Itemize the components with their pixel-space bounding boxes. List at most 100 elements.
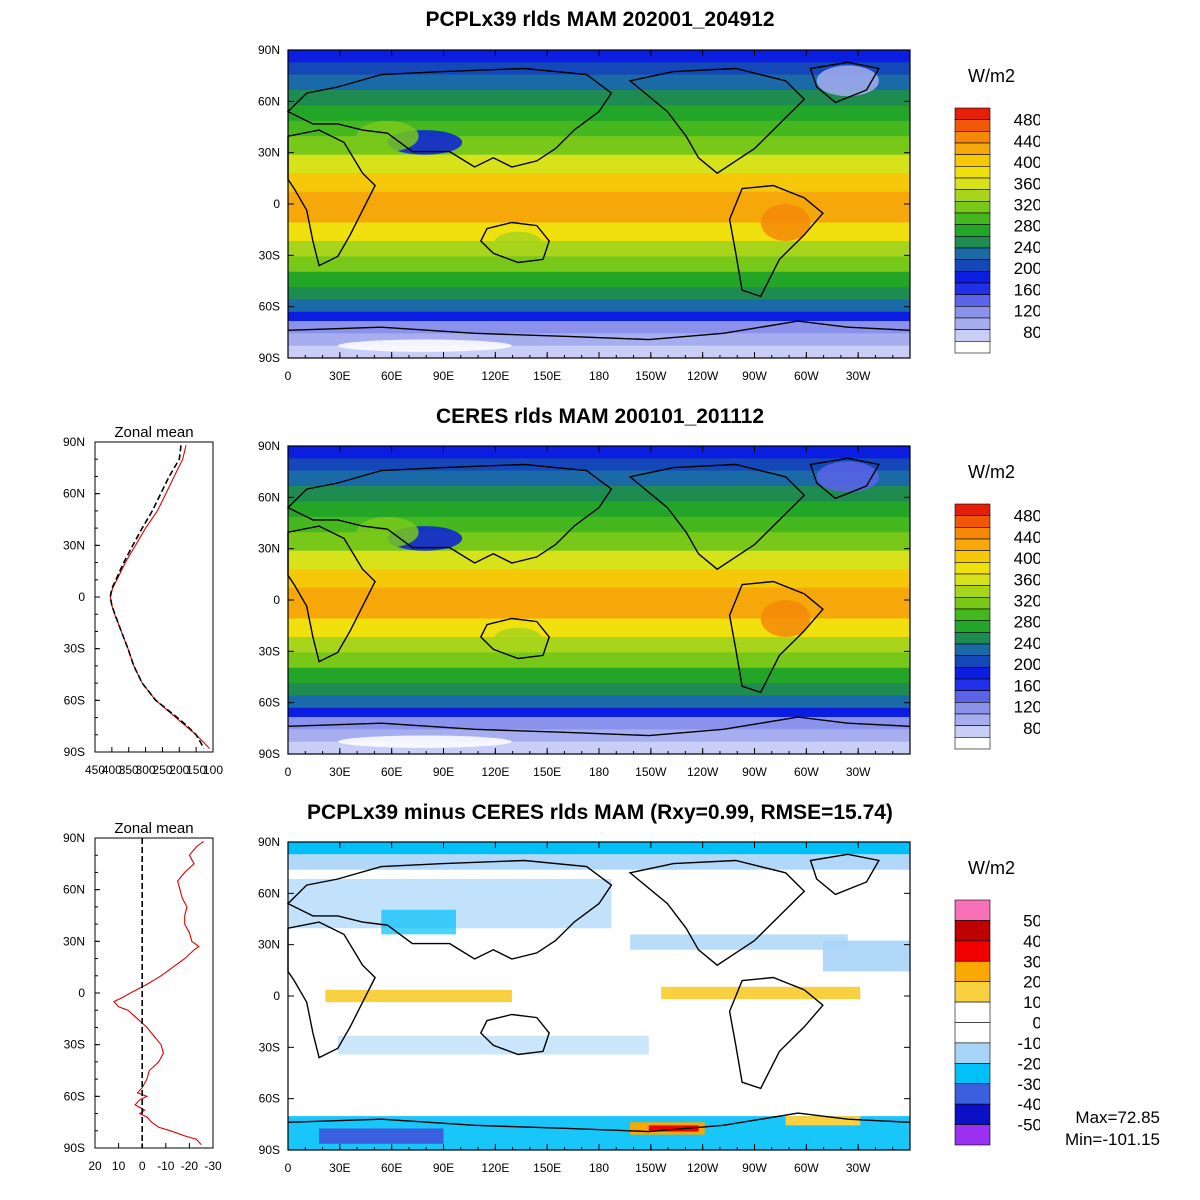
panel-1-title: PCPLx39 rlds MAM 202001_204912 (425, 8, 775, 31)
colorbar-swatch (954, 154, 991, 167)
zonal-lat-tick: 60N (63, 883, 85, 897)
colorbar-label: -40 (1017, 1095, 1040, 1114)
zonal-x-tick: 0 (139, 1159, 146, 1173)
colorbar-swatch (954, 515, 991, 528)
lon-tick-label: 180 (589, 369, 609, 383)
lon-tick-label: 150W (635, 369, 667, 383)
zonal-x-tick: -30 (204, 1159, 222, 1173)
lat-tick-label: 90N (258, 439, 280, 453)
colorbar-swatch (954, 236, 991, 249)
lon-tick-label: 30W (846, 765, 871, 779)
lat-tick-label: 30S (259, 1040, 280, 1054)
colorbar-label: 240 (1014, 634, 1040, 653)
colorbar-swatch (954, 1022, 991, 1044)
lon-tick-label: 150W (635, 765, 667, 779)
colorbar-swatch (954, 667, 991, 680)
lat-tick-label: 0 (273, 197, 280, 211)
lon-tick-label: 150W (635, 1161, 667, 1175)
colorbar-swatch (954, 1083, 991, 1105)
lon-tick-label: 90E (433, 369, 454, 383)
colorbar-label: 80 (1023, 323, 1040, 342)
colorbar-label: 20 (1023, 973, 1040, 992)
colorbar-swatch (954, 960, 991, 982)
lon-tick-label: 60W (794, 369, 819, 383)
lat-tick-label: 60N (258, 490, 280, 504)
zonal-x-tick: -10 (157, 1159, 175, 1173)
colorbar-swatch (954, 1124, 991, 1146)
colorbar-swatch (954, 899, 991, 921)
colorbar-swatch (954, 131, 991, 144)
zonal-x-tick: 20 (88, 1159, 102, 1173)
lon-tick-label: 180 (589, 1161, 609, 1175)
colorbar-label: 200 (1014, 655, 1040, 674)
zonal-x-tick: 100 (203, 763, 223, 777)
lon-tick-label: 90E (433, 765, 454, 779)
lon-tick-label: 120W (687, 1161, 719, 1175)
colorbar-swatch (954, 725, 991, 738)
colorbar-swatch (954, 573, 991, 586)
lon-tick-label: 60E (381, 765, 402, 779)
colorbar-swatch (954, 142, 991, 155)
lat-tick-label: 60S (259, 696, 280, 710)
colorbar-unit-3: W/m2 (968, 858, 1015, 878)
zonal-lat-tick: 0 (78, 986, 85, 1000)
lon-tick-label: 150E (533, 765, 561, 779)
colorbar-swatch (954, 585, 991, 598)
colorbar-label: 440 (1014, 132, 1040, 151)
lon-tick-label: 150E (533, 369, 561, 383)
colorbar-label: 320 (1014, 196, 1040, 215)
zonal-lat-tick: 90S (64, 745, 85, 759)
colorbar-swatch (954, 920, 991, 942)
zonal-lat-tick: 30N (63, 934, 85, 948)
lon-tick-label: 30W (846, 1161, 871, 1175)
lat-tick-label: 30N (258, 938, 280, 952)
colorbar-swatch (954, 550, 991, 563)
lat-tick-label: 60S (259, 1092, 280, 1106)
colorbar-label: 480 (1014, 507, 1040, 526)
colorbar-label: 400 (1014, 153, 1040, 172)
colorbar-swatch (954, 632, 991, 645)
lon-tick-label: 90W (742, 765, 767, 779)
colorbar-swatch (954, 702, 991, 715)
colorbar-swatch (954, 503, 991, 516)
colorbar-label: 0 (1033, 1014, 1040, 1033)
lat-tick-label: 0 (273, 989, 280, 1003)
lon-tick-label: 30E (329, 765, 350, 779)
colorbar-swatch (954, 678, 991, 691)
colorbar-swatch (954, 212, 991, 225)
diff-stats: Max=72.85 Min=-101.15 (1010, 1107, 1160, 1151)
lat-tick-label: 30N (258, 146, 280, 160)
zonal-x-tick: -20 (181, 1159, 199, 1173)
colorbar-label: 440 (1014, 528, 1040, 547)
colorbar-label: 200 (1014, 259, 1040, 278)
lon-tick-label: 120W (687, 369, 719, 383)
colorbar-label: 360 (1014, 174, 1040, 193)
map-field (288, 842, 910, 1150)
colorbar-swatch (954, 317, 991, 330)
lat-tick-label: 90N (258, 43, 280, 57)
lon-tick-label: 0 (285, 765, 292, 779)
zonal-mean-plot-ceres: Zonal mean 90N 60N 30N 0 30S 60S 90S45040035030… (63, 424, 223, 777)
colorbar-label: 10 (1023, 993, 1040, 1012)
colorbar-label: -50 (1017, 1116, 1040, 1135)
zonal-lat-tick: 90S (64, 1141, 85, 1155)
colorbar-label: 30 (1023, 952, 1040, 971)
lat-tick-label: 30S (259, 644, 280, 658)
zonal-mean-title: Zonal mean (114, 820, 193, 837)
colorbar-swatch (954, 1042, 991, 1064)
lon-tick-label: 90E (433, 1161, 454, 1175)
colorbar-swatch (954, 177, 991, 190)
colorbar-label: 280 (1014, 217, 1040, 236)
colorbar-swatch (954, 189, 991, 202)
colorbar-swatch (954, 690, 991, 703)
zonal-lat-tick: 30S (64, 1038, 85, 1052)
colorbar-unit-1: W/m2 (968, 66, 1015, 86)
zonal-x-tick: 350 (119, 763, 139, 777)
colorbar-swatch (954, 294, 991, 307)
lon-tick-label: 0 (285, 369, 292, 383)
lon-tick-label: 150E (533, 1161, 561, 1175)
colorbar-swatch (954, 981, 991, 1003)
lat-tick-label: 60N (258, 94, 280, 108)
zonal-x-tick: 300 (136, 763, 156, 777)
zonal-lat-tick: 30S (64, 642, 85, 656)
